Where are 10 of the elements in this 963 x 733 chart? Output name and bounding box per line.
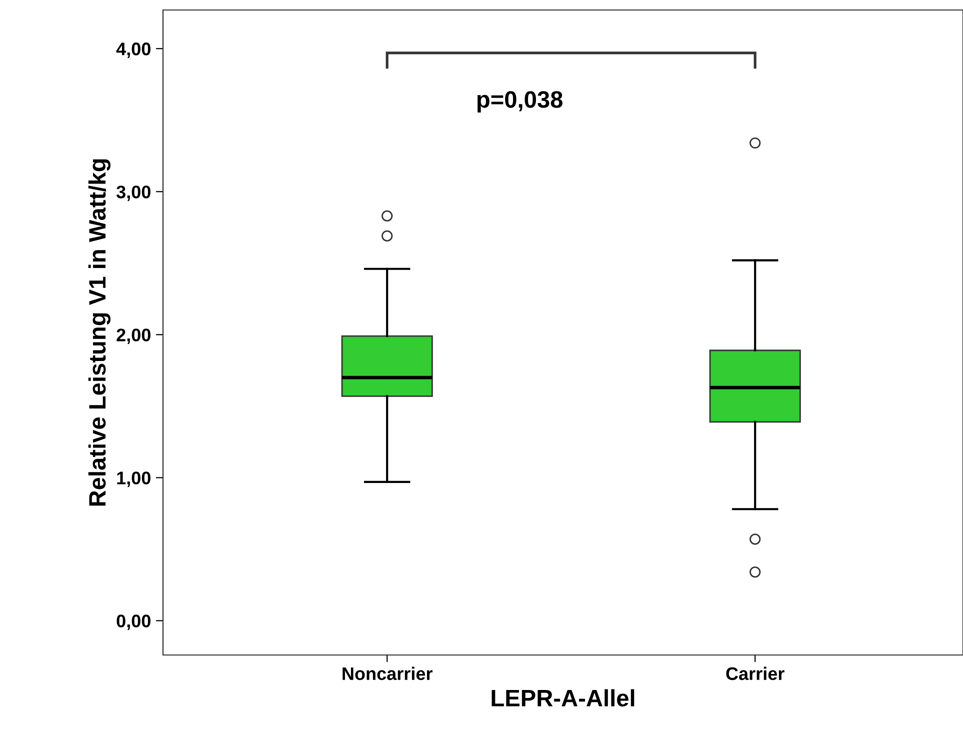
y-tick-label: 4,00 [116,42,150,58]
y-tick-label: 0,00 [116,614,150,630]
x-tick-label: Noncarrier [342,666,432,680]
x-axis-title: LEPR-A-Allel [492,689,634,707]
y-tick-label: 1,00 [117,472,150,487]
x-tick-label: Carrier [726,666,784,680]
y-tick-label: 3,00 [116,186,150,201]
y-tick-label: 2,00 [116,328,150,344]
annotation: p=0,038 [477,91,563,113]
y-axis-title: Relative Leistung V1 in Watt/kg [88,159,110,506]
